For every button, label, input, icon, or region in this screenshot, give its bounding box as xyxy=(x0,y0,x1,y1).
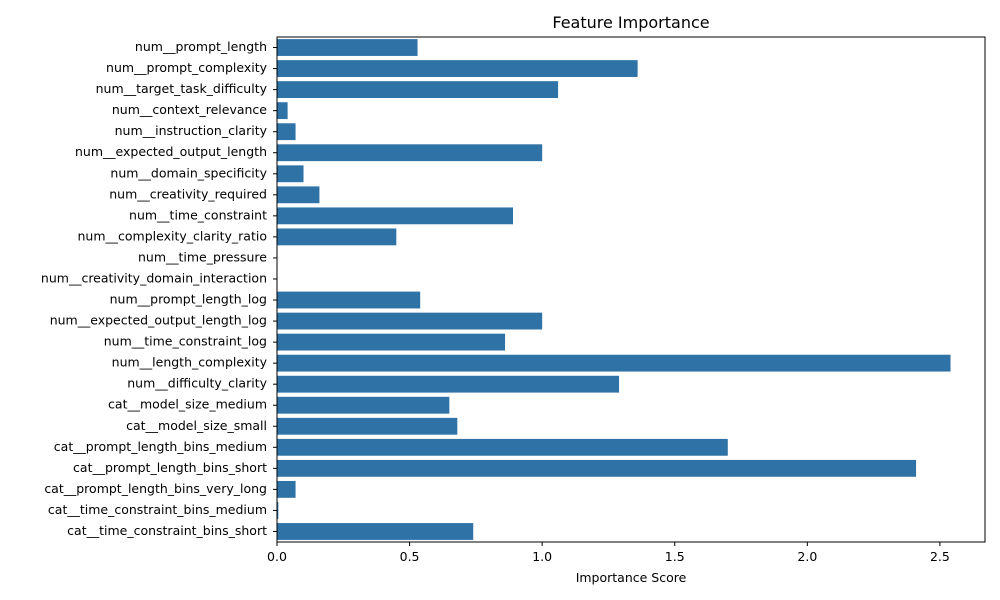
x-tick-label: 0.0 xyxy=(267,549,287,564)
y-tick-label: cat__prompt_length_bins_short xyxy=(73,460,267,475)
y-tick-label: num__prompt_complexity xyxy=(106,60,268,75)
plot-frame xyxy=(276,36,986,543)
x-tick-label: 2.0 xyxy=(797,549,817,564)
bar-num__domain_specificity xyxy=(277,165,304,183)
bar-cat__prompt_length_bins_very_long xyxy=(277,480,296,498)
y-tick-label: num__prompt_length_log xyxy=(110,292,267,307)
bar-cat__prompt_length_bins_medium xyxy=(277,438,728,456)
bar-num__expected_output_length_log xyxy=(277,312,543,330)
y-tick-label: cat__model_size_small xyxy=(126,418,267,433)
y-tick-label: cat__time_constraint_bins_short xyxy=(67,523,267,538)
y-tick-label: num__target_task_difficulty xyxy=(96,81,268,96)
bar-cat__model_size_small xyxy=(277,417,458,435)
y-tick-label: num__time_constraint xyxy=(129,207,267,222)
bar-num__time_constraint xyxy=(277,207,513,225)
bar-cat__model_size_medium xyxy=(277,396,450,414)
bar-num__prompt_length_log xyxy=(277,291,421,309)
x-ticks: 0.0 0.5 1.0 1.5 2.0 2.5 xyxy=(267,542,950,564)
x-tick-label: 1.5 xyxy=(665,549,685,564)
y-tick-label: num__time_constraint_log xyxy=(104,334,267,349)
y-tick-label: num__domain_specificity xyxy=(110,165,267,180)
y-tick-label: num__complexity_clarity_ratio xyxy=(77,228,267,243)
bar-num__time_constraint_log xyxy=(277,333,506,351)
bar-cat__time_constraint_bins_short xyxy=(277,523,474,540)
y-tick-label: cat__prompt_length_bins_medium xyxy=(54,439,267,454)
bar-cat__prompt_length_bins_short xyxy=(277,459,917,477)
x-tick-label: 2.5 xyxy=(930,549,950,564)
x-axis-label: Importance Score xyxy=(576,570,687,585)
y-tick-label: num__difficulty_clarity xyxy=(127,376,267,391)
bar-num__target_task_difficulty xyxy=(277,81,559,99)
bar-num__context_relevance xyxy=(277,102,288,120)
bar-num__length_complexity xyxy=(277,354,951,372)
bar-num__expected_output_length xyxy=(277,144,543,162)
bar-num__creativity_required xyxy=(277,186,320,204)
y-tick-label: num__context_relevance xyxy=(112,102,267,117)
bar-num__prompt_length xyxy=(277,39,418,56)
bar-num__instruction_clarity xyxy=(277,123,296,141)
y-tick-label: num__length_complexity xyxy=(112,355,268,370)
y-tick-label: cat__model_size_medium xyxy=(108,397,267,412)
y-tick-label: num__expected_output_length xyxy=(75,144,267,159)
y-tick-label: cat__prompt_length_bins_very_long xyxy=(44,481,267,496)
y-tick-label: cat__time_constraint_bins_medium xyxy=(48,502,267,517)
y-tick-label: num__instruction_clarity xyxy=(115,123,268,138)
y-tick-labels: num__prompt_length num__prompt_complexity… xyxy=(41,39,277,538)
x-tick-label: 1.0 xyxy=(532,549,552,564)
y-tick-label: num__prompt_length xyxy=(135,39,267,54)
bar-num__complexity_clarity_ratio xyxy=(277,228,397,246)
y-tick-label: num__creativity_required xyxy=(109,186,267,201)
chart-title: Feature Importance xyxy=(552,13,709,32)
bar-cat__time_constraint_bins_medium xyxy=(277,502,279,519)
bar-num__prompt_complexity xyxy=(277,60,638,77)
y-tick-label: num__creativity_domain_interaction xyxy=(41,270,267,285)
y-tick-label: num__time_pressure xyxy=(138,249,267,264)
x-tick-label: 0.5 xyxy=(400,549,420,564)
bar-num__difficulty_clarity xyxy=(277,375,620,393)
y-tick-label: num__expected_output_length_log xyxy=(50,313,267,328)
bars-group xyxy=(277,39,951,540)
